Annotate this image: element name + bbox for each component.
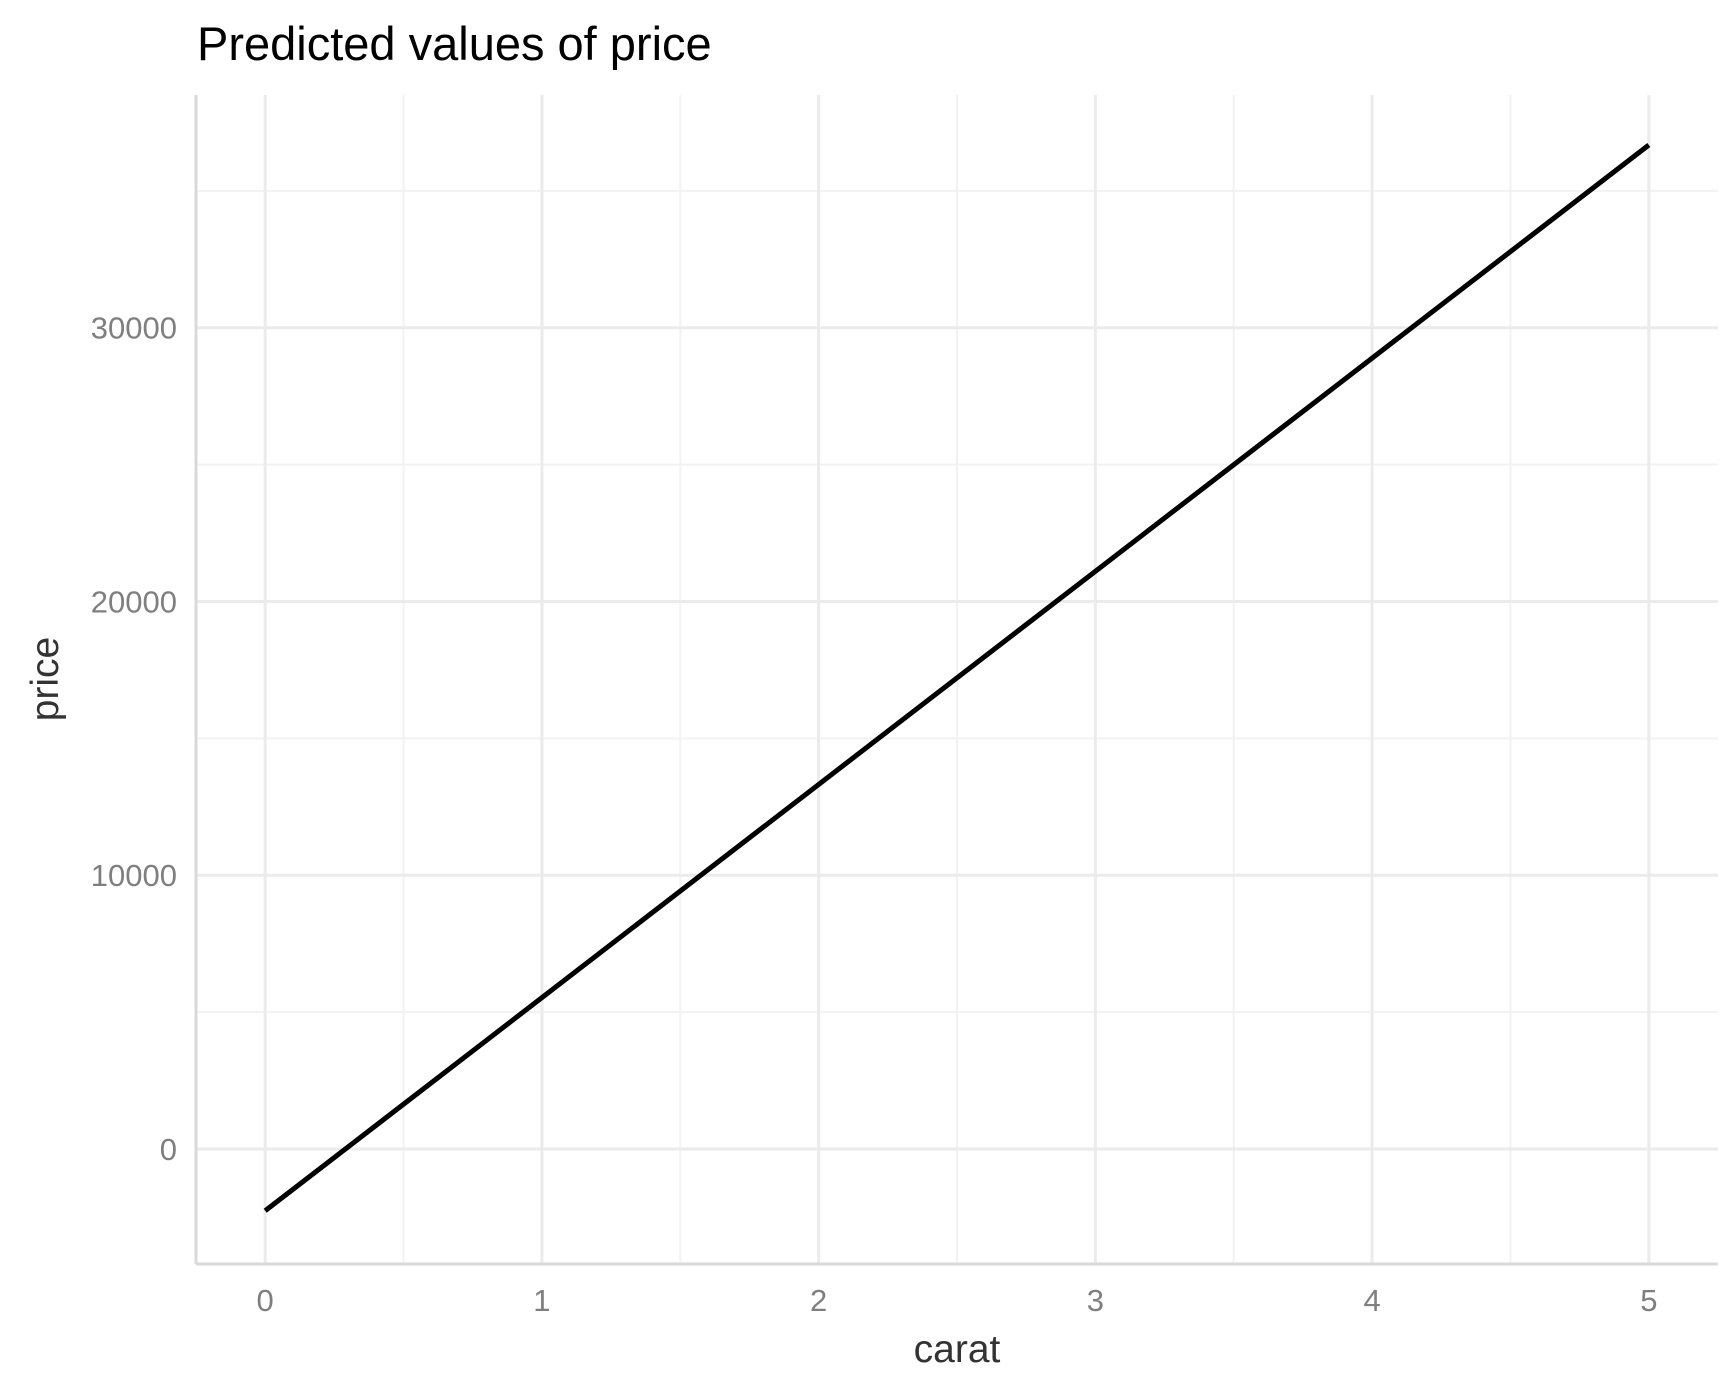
- x-tick-label: 2: [810, 1283, 827, 1318]
- x-tick-label: 1: [533, 1283, 550, 1318]
- x-tick-label: 5: [1640, 1283, 1657, 1318]
- y-tick-label: 10000: [91, 858, 177, 893]
- x-tick-label: 0: [257, 1283, 274, 1318]
- y-axis-title: price: [24, 637, 67, 722]
- chart-title: Predicted values of price: [197, 17, 712, 70]
- major-gridlines: [196, 95, 1718, 1264]
- minor-gridlines: [196, 95, 1718, 1264]
- series-group: [263, 143, 1651, 1213]
- y-tick-label: 30000: [91, 311, 177, 346]
- x-tick-label: 3: [1087, 1283, 1104, 1318]
- x-tick-label: 4: [1363, 1283, 1380, 1318]
- y-tick-label: 0: [160, 1132, 177, 1167]
- y-tick-label: 20000: [91, 584, 177, 619]
- y-tick-labels: 0 10000 20000 30000: [91, 311, 177, 1167]
- prediction-line: [263, 143, 1651, 1213]
- x-axis-title: carat: [914, 1328, 1001, 1371]
- x-tick-labels: 0 1 2 3 4 5: [257, 1283, 1658, 1318]
